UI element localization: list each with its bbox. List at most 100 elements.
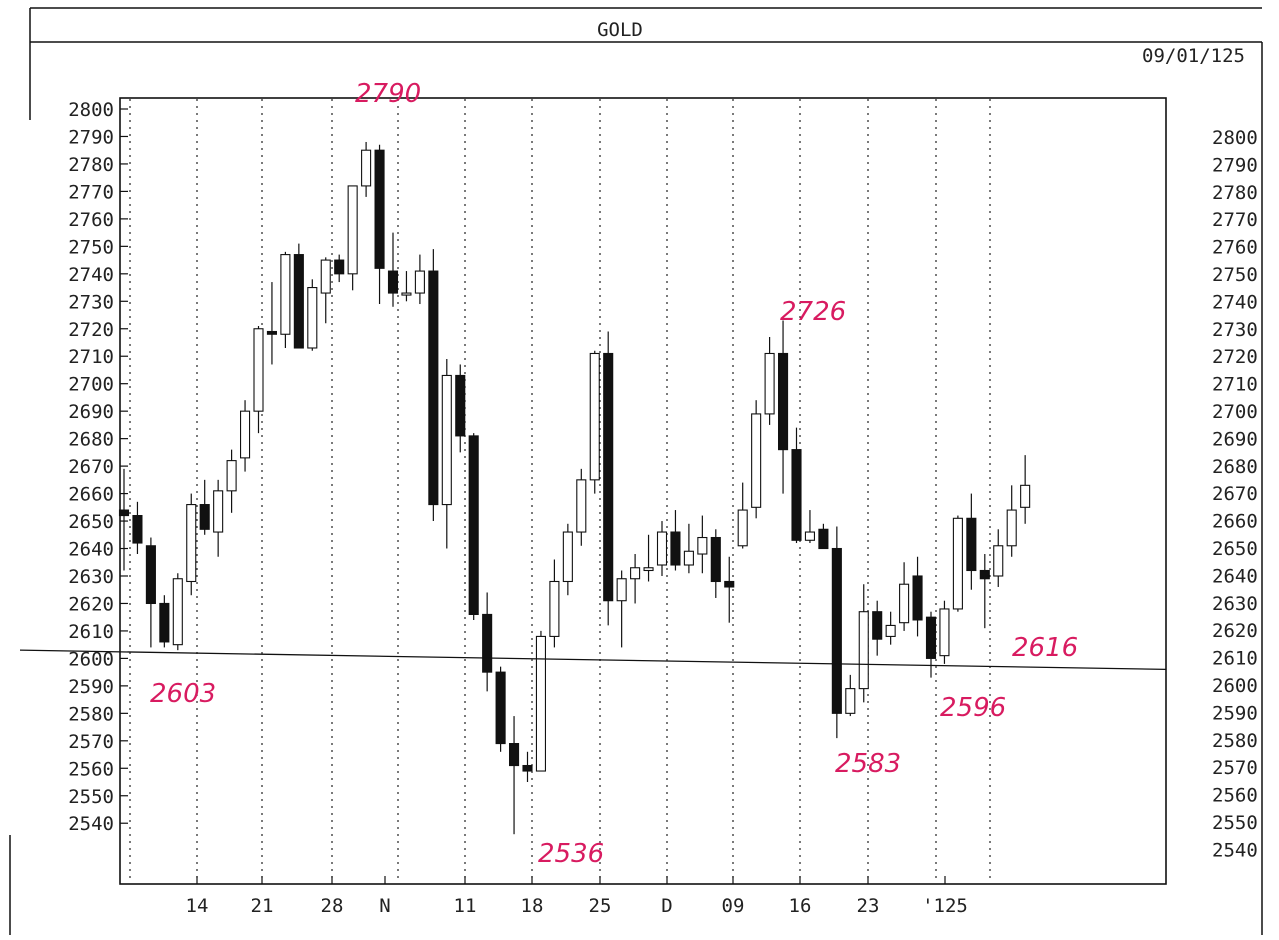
candle-body-bullish bbox=[993, 545, 1004, 577]
y-left-tick-label: 2540 bbox=[68, 813, 114, 835]
candle bbox=[952, 515, 963, 612]
candle bbox=[455, 364, 466, 453]
candle-body-bullish bbox=[683, 550, 694, 566]
candle-body-bullish bbox=[280, 254, 291, 335]
candle-body-bullish bbox=[1020, 484, 1031, 508]
candle-body-bullish bbox=[952, 517, 963, 610]
candle-body-bearish bbox=[495, 671, 506, 745]
candle-body-bullish bbox=[845, 688, 856, 714]
candle-body-bullish bbox=[172, 578, 183, 646]
candle-body-bearish bbox=[455, 374, 466, 437]
candle bbox=[428, 249, 439, 522]
candle-body-bullish bbox=[347, 185, 358, 275]
candle bbox=[710, 529, 721, 598]
candle bbox=[845, 674, 856, 717]
plot-frame bbox=[119, 97, 1167, 885]
candle bbox=[697, 515, 708, 574]
y-left-tick-label: 2780 bbox=[68, 154, 114, 176]
y-right-tick-label: 2790 bbox=[1212, 154, 1258, 176]
candle bbox=[737, 482, 748, 549]
y-left-tick-label: 2680 bbox=[68, 429, 114, 451]
candle-body-bullish bbox=[535, 635, 547, 772]
candle-body-bearish bbox=[159, 602, 170, 643]
candle bbox=[872, 600, 883, 656]
candle-body-bullish bbox=[562, 531, 573, 583]
right-y-axis: 2800 2790 2780 2770 2760 2750 2740 2730 2720 2710… bbox=[1212, 127, 1258, 861]
candle bbox=[966, 493, 977, 590]
candle bbox=[401, 271, 412, 302]
y-left-tick-label: 2580 bbox=[68, 703, 114, 725]
candle-body-bullish bbox=[549, 580, 560, 637]
candle-body-bullish bbox=[804, 531, 816, 541]
candle-body-bullish bbox=[240, 410, 251, 459]
y-right-tick-label: 2700 bbox=[1212, 401, 1258, 423]
candle bbox=[414, 254, 425, 305]
y-right-tick-label: 2760 bbox=[1212, 237, 1258, 259]
candle bbox=[172, 573, 183, 651]
candle-body-bullish bbox=[697, 536, 708, 555]
y-right-tick-label: 2570 bbox=[1212, 757, 1258, 779]
x-tick-label: D bbox=[661, 895, 672, 917]
chart-title: GOLD bbox=[597, 19, 643, 41]
y-left-tick-label: 2690 bbox=[68, 401, 114, 423]
annotation-low-start: 2603 bbox=[150, 679, 216, 709]
y-right-tick-label: 2540 bbox=[1212, 839, 1258, 861]
y-right-tick-label: 2600 bbox=[1212, 675, 1258, 697]
candle-body-bearish bbox=[872, 611, 883, 640]
candle bbox=[280, 251, 291, 348]
candle bbox=[334, 254, 345, 283]
y-right-tick-label: 2770 bbox=[1212, 209, 1258, 231]
y-right-tick-label: 2680 bbox=[1212, 456, 1258, 478]
annotation-low-nov: 2536 bbox=[538, 839, 604, 869]
candle-body-bullish bbox=[253, 328, 264, 412]
candle bbox=[777, 320, 789, 494]
candle bbox=[482, 592, 493, 692]
candle bbox=[186, 493, 197, 596]
x-tick-label: 23 bbox=[857, 895, 880, 917]
y-right-tick-label: 2620 bbox=[1212, 620, 1258, 642]
candle bbox=[522, 751, 533, 783]
y-right-tick-label: 2580 bbox=[1212, 730, 1258, 752]
candle-body-bearish bbox=[334, 259, 345, 275]
candle-body-bearish bbox=[818, 528, 829, 550]
y-right-tick-label: 2730 bbox=[1212, 319, 1258, 341]
candle bbox=[508, 716, 520, 835]
y-left-tick-label: 2800 bbox=[68, 99, 114, 121]
candle-body-bullish bbox=[751, 413, 762, 508]
x-tick-label: 14 bbox=[186, 895, 209, 917]
candle bbox=[549, 559, 560, 648]
candle bbox=[670, 510, 681, 571]
candle bbox=[751, 400, 762, 519]
candle-body-bullish bbox=[643, 567, 654, 572]
y-left-tick-label: 2610 bbox=[68, 621, 114, 643]
candle-body-bearish bbox=[132, 515, 143, 544]
y-right-tick-label: 2740 bbox=[1212, 291, 1258, 313]
candle bbox=[347, 185, 358, 291]
candle bbox=[831, 526, 842, 739]
candle bbox=[1006, 485, 1017, 557]
y-left-tick-label: 2730 bbox=[68, 291, 114, 313]
candle bbox=[791, 427, 802, 544]
y-right-tick-label: 2750 bbox=[1212, 264, 1258, 286]
candle bbox=[804, 510, 816, 544]
y-right-tick-label: 2710 bbox=[1212, 374, 1258, 396]
candle bbox=[320, 257, 331, 324]
candle-body-bullish bbox=[616, 578, 627, 602]
candle-body-bearish bbox=[670, 531, 681, 566]
candle bbox=[307, 279, 318, 351]
candle-body-bullish bbox=[361, 149, 372, 187]
candle-body-bearish bbox=[710, 536, 721, 583]
chart-date: 09/01/125 bbox=[1142, 45, 1245, 67]
candle-body-bullish bbox=[899, 583, 910, 624]
candle bbox=[939, 600, 950, 664]
candle bbox=[885, 611, 896, 645]
annotation-low-dec: 2583 bbox=[835, 749, 901, 779]
y-left-tick-label: 2570 bbox=[68, 731, 114, 753]
y-left-tick-label: 2750 bbox=[68, 236, 114, 258]
y-left-tick-label: 2720 bbox=[68, 319, 114, 341]
y-right-tick-label: 2640 bbox=[1212, 565, 1258, 587]
candle-body-bullish bbox=[589, 352, 600, 481]
candle-body-bullish bbox=[414, 270, 425, 294]
candle-body-bullish bbox=[401, 292, 412, 296]
